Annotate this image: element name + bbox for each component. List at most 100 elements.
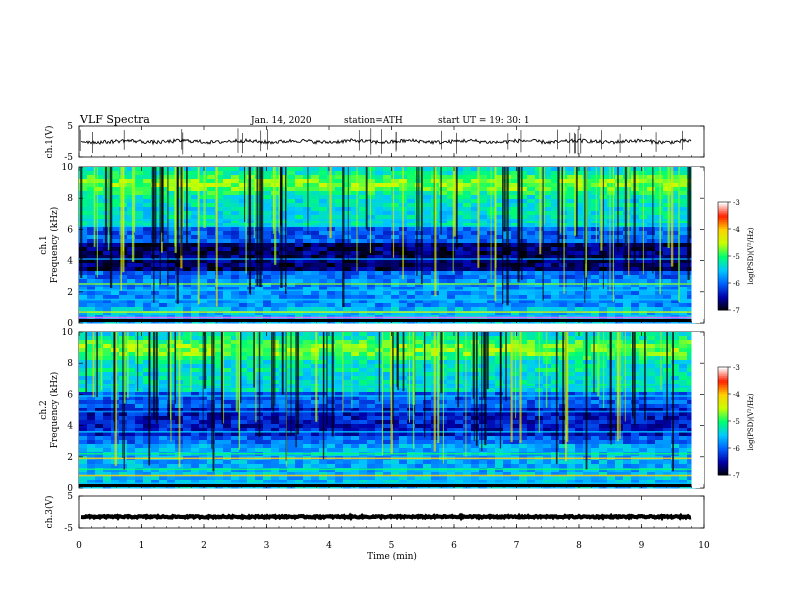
spectrogram-cell <box>663 287 672 292</box>
spectrogram-cell <box>191 223 200 228</box>
spectrogram-cell <box>511 424 520 429</box>
spectrogram-cell <box>383 231 392 236</box>
spectrogram-cell <box>639 348 648 353</box>
spectrogram-cell <box>375 287 384 292</box>
spectrogram-cell <box>543 303 552 308</box>
spectrogram-cell <box>207 187 216 192</box>
spectrogram-cell <box>103 207 112 212</box>
spectrogram-cell <box>647 352 656 357</box>
spectrogram-cell <box>359 287 368 292</box>
spectrogram-cell <box>103 364 112 369</box>
spectrogram-cell <box>239 223 248 228</box>
spectrogram-cell <box>359 388 368 393</box>
spectrogram-cell <box>455 247 464 252</box>
spectrogram-cell <box>183 332 192 337</box>
spectrogram-cell <box>623 183 632 188</box>
spectrogram-cell <box>567 187 576 192</box>
spectrogram-cell <box>575 231 584 236</box>
spectrogram-cell <box>447 396 456 401</box>
spectrogram-cell <box>687 247 696 252</box>
spectrogram-cell <box>111 179 120 184</box>
spectrogram-cell <box>535 303 544 308</box>
spectrogram-cell <box>583 279 592 284</box>
spectrogram-cell <box>463 356 472 361</box>
spectrogram-cell <box>287 287 296 292</box>
spectrogram-cell <box>383 215 392 220</box>
spectrogram-cell <box>367 368 376 373</box>
spectrogram-cell <box>415 412 424 417</box>
spectrogram-cell <box>335 420 344 425</box>
spectrogram-cell <box>135 243 144 248</box>
spectrogram-cell <box>351 396 360 401</box>
spectrogram-cell <box>647 167 656 172</box>
spectrogram-cell <box>103 360 112 365</box>
spectrogram-cell <box>551 207 560 212</box>
spectrogram-cell <box>175 191 184 196</box>
spectrogram-cell <box>135 295 144 300</box>
spectrogram-cell <box>447 352 456 357</box>
spectrogram-cell <box>383 223 392 228</box>
spectrogram-cell <box>319 219 328 224</box>
spectrogram-cell <box>183 408 192 413</box>
spectrogram-cell <box>615 299 624 304</box>
spectrogram-cell <box>135 352 144 357</box>
spectrogram-cell <box>479 412 488 417</box>
spectrogram-cell <box>495 171 504 176</box>
spectrogram-cell <box>647 332 656 337</box>
spectrogram-cell <box>183 287 192 292</box>
spectrogram-cell <box>127 332 136 337</box>
spectrogram-cell <box>287 219 296 224</box>
spectrogram-cell <box>671 372 680 377</box>
spectrogram-cell <box>111 211 120 216</box>
spectrogram-cell <box>231 207 240 212</box>
spectrogram-cell <box>103 388 112 393</box>
spectrogram-cell <box>511 271 520 276</box>
spectrogram-cell <box>495 372 504 377</box>
spectrogram-cell <box>687 279 696 284</box>
spectrogram-cell <box>223 235 232 240</box>
spectrogram-cell <box>279 227 288 232</box>
spectrogram-cell <box>599 412 608 417</box>
spectrogram-cell <box>95 203 104 208</box>
spectrogram-cell <box>111 175 120 180</box>
spectrogram-cell <box>471 263 480 268</box>
spectrogram-cell <box>415 247 424 252</box>
spectrogram-cell <box>87 332 96 337</box>
spectrogram-cell <box>455 424 464 429</box>
spectrogram-cell <box>303 340 312 345</box>
spectrogram-cell <box>327 239 336 244</box>
spectrogram-cell <box>567 291 576 296</box>
spectrogram-cell <box>135 412 144 417</box>
spectrogram-cell <box>319 263 328 268</box>
spectrogram-cell <box>679 251 688 256</box>
spectrogram-cell <box>279 295 288 300</box>
spectrogram-cell <box>279 412 288 417</box>
spectrogram-cell <box>287 191 296 196</box>
spectrogram-cell <box>143 360 152 365</box>
spectrogram-cell <box>591 279 600 284</box>
spectrogram-cell <box>327 344 336 349</box>
sferic-stroke <box>612 167 614 302</box>
spectrogram-cell <box>383 336 392 341</box>
spectrogram-cell <box>391 291 400 296</box>
spectrogram-cell <box>527 295 536 300</box>
spectrogram-cell <box>175 199 184 204</box>
sferic-stroke <box>197 167 200 305</box>
spectrogram-cell <box>455 219 464 224</box>
spectrogram-cell <box>359 231 368 236</box>
spectrogram-cell <box>455 243 464 248</box>
spectrogram-cell <box>127 307 136 312</box>
spectrogram-cell <box>127 219 136 224</box>
spectrogram-cell <box>167 235 176 240</box>
sferic-stroke <box>628 167 630 276</box>
spectrogram-cell <box>591 259 600 264</box>
spectrogram-cell <box>543 408 552 413</box>
spectrogram-cell <box>79 408 88 413</box>
spectrogram-cell <box>567 368 576 373</box>
spectrogram-cell <box>343 231 352 236</box>
spectrogram-cell <box>383 279 392 284</box>
spectrogram-cell <box>407 279 416 284</box>
spectrogram-cell <box>607 263 616 268</box>
spectrogram-cell <box>551 231 560 236</box>
spectrogram-cell <box>191 175 200 180</box>
